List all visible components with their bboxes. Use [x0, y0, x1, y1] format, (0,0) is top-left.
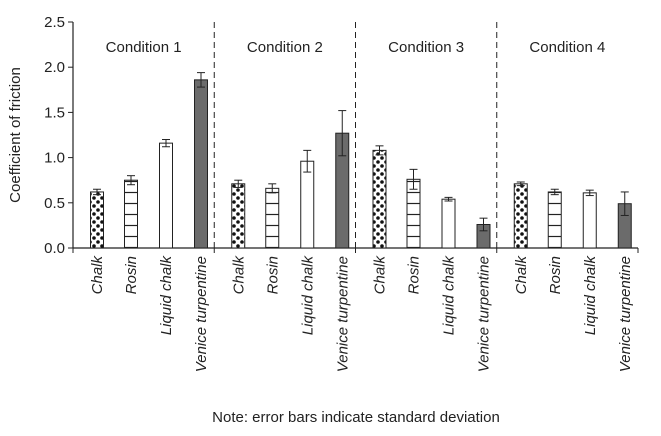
- bar: [194, 79, 208, 249]
- condition-label: Condition 3: [388, 39, 464, 56]
- category-label: Rosin: [406, 256, 423, 294]
- category-label: Chalk: [89, 255, 106, 295]
- y-tick-label: 0.0: [44, 240, 65, 257]
- bar: [231, 183, 246, 249]
- y-tick-label: 2.0: [44, 59, 65, 76]
- category-label: Rosin: [123, 256, 140, 294]
- category-label: Liquid chalk: [299, 255, 316, 336]
- bar: [441, 198, 456, 249]
- category-label: Chalk: [230, 255, 247, 295]
- condition-label: Condition 2: [247, 39, 323, 56]
- category-label: Venice turpentine: [617, 256, 634, 372]
- y-tick-label: 1.0: [44, 150, 65, 167]
- bar: [90, 191, 104, 249]
- category-label: Rosin: [264, 256, 281, 294]
- category-label: Rosin: [547, 256, 564, 294]
- category-label: Chalk: [372, 255, 389, 295]
- bar: [159, 142, 173, 249]
- bar: [513, 183, 528, 249]
- condition-label: Condition 4: [529, 39, 605, 56]
- category-label: Venice turpentine: [476, 256, 493, 372]
- bar: [300, 160, 315, 249]
- category-label: Chalk: [513, 255, 530, 295]
- category-label: Liquid chalk: [582, 255, 599, 336]
- plot-area: 0.0 0.5 1.0 1.5 2.0 2.5 Condition 1 Chalk Rosin L…: [44, 14, 639, 372]
- bar: [547, 191, 562, 249]
- category-label: Venice turpentine: [334, 256, 351, 372]
- bar: [124, 179, 138, 249]
- bar: [372, 149, 387, 249]
- category-label: Liquid chalk: [158, 255, 175, 336]
- y-tick-label: 1.5: [44, 104, 65, 121]
- y-tick-label: 2.5: [44, 14, 65, 31]
- bar: [582, 192, 597, 249]
- chart-note: Note: error bars indicate standard devia…: [212, 409, 500, 426]
- y-tick-label: 0.5: [44, 195, 65, 212]
- category-label: Venice turpentine: [193, 256, 210, 372]
- bar: [265, 187, 280, 249]
- category-label: Liquid chalk: [441, 255, 458, 336]
- y-axis-title: Coefficient of friction: [7, 67, 24, 203]
- condition-label: Condition 1: [106, 39, 182, 56]
